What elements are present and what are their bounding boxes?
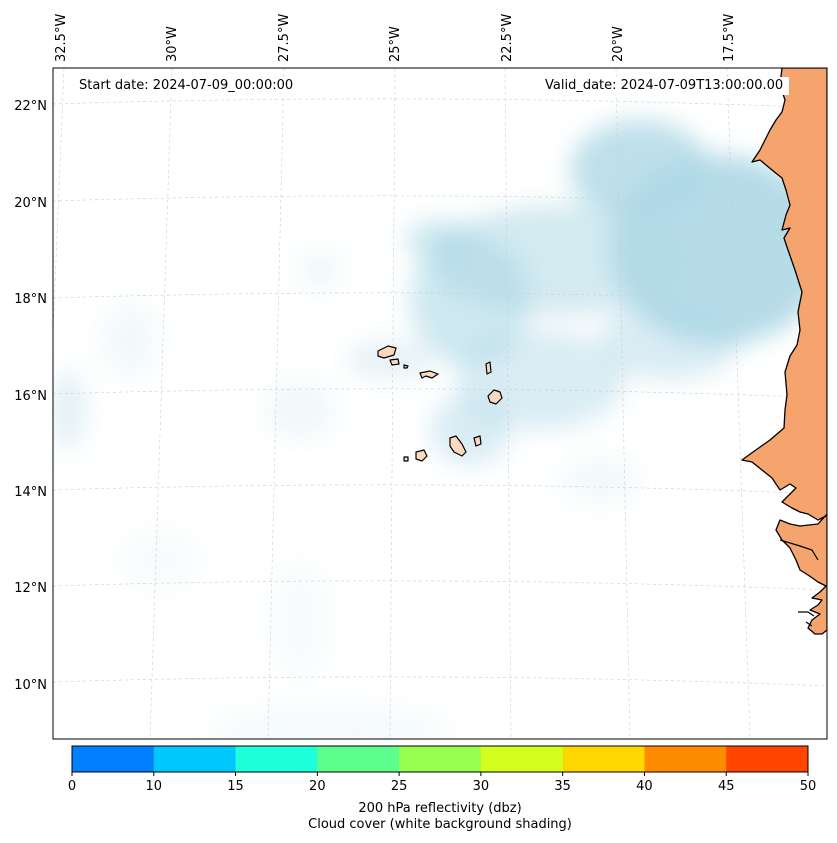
island-sal [485, 361, 492, 375]
colorbar-tick-label: 10 [146, 779, 163, 794]
colorbar-tick-label: 50 [800, 779, 817, 794]
lon-label: 20°W [611, 26, 626, 62]
colorbar-swatches [72, 746, 809, 772]
colorbar-swatch [235, 746, 318, 772]
colorbar-swatch [480, 746, 564, 772]
map-gridlines [53, 68, 827, 739]
latitude-labels: 22°N 20°N 18°N 16°N 14°N 12°N 10°N [14, 99, 47, 693]
lon-label: 22.5°W [500, 14, 515, 62]
lat-label: 20°N [14, 196, 47, 211]
colorbar-tick-label: 40 [636, 779, 653, 794]
lon-label: 32.5°W [54, 14, 69, 62]
lat-label: 14°N [14, 485, 47, 500]
map-frame [52, 67, 828, 740]
africa-landmass [741, 68, 827, 635]
colorbar-swatch [72, 746, 155, 772]
colorbar-swatch [317, 746, 400, 772]
lat-label: 18°N [14, 292, 47, 307]
colorbar-tick-label: 20 [309, 779, 326, 794]
colorbar-tick-label: 35 [554, 779, 571, 794]
lon-label: 17.5°W [722, 14, 737, 62]
island-brava [403, 456, 409, 462]
colorbar-tick-label: 45 [718, 779, 735, 794]
island-boa-vista [487, 389, 503, 405]
island-maio [473, 435, 482, 447]
cloud-cover-shading [53, 120, 827, 739]
longitude-labels: 32.5°W 30°W 27.5°W 25°W 22.5°W 20°W 17.5… [54, 14, 737, 62]
island-santiago [449, 435, 467, 457]
cape-verde-islands [377, 345, 503, 462]
lat-label: 16°N [14, 389, 47, 404]
colorbar-frame [71, 745, 809, 773]
lon-label: 30°W [165, 26, 180, 62]
colorbar-tick-label: 0 [68, 779, 76, 794]
colorbar-tick-label: 15 [227, 779, 244, 794]
island-santa-luzia [403, 364, 409, 369]
lon-label: 27.5°W [277, 14, 292, 62]
island-sao-nicolau [419, 370, 439, 379]
lat-label: 12°N [14, 581, 47, 596]
colorbar-ticks: 0 10 15 20 25 30 35 40 45 50 [68, 772, 816, 794]
coastline-details [779, 539, 819, 627]
lat-label: 10°N [14, 678, 47, 693]
colorbar-swatch [153, 746, 237, 772]
island-santo-antao [377, 345, 397, 359]
start-date-label: Start date: 2024-07-09_00:00:00 [73, 77, 300, 95]
island-fogo [415, 449, 428, 462]
colorbar-title: 200 hPa reflectivity (dbz) [358, 801, 522, 816]
colorbar-swatch [399, 746, 482, 772]
lat-label: 22°N [14, 99, 47, 114]
colorbar-subtitle: Cloud cover (white background shading) [308, 817, 572, 832]
colorbar-swatch [562, 746, 645, 772]
colorbar: 0 10 15 20 25 30 35 40 45 50 [68, 745, 816, 794]
colorbar-swatch [644, 746, 727, 772]
island-sao-vicente [389, 358, 400, 366]
colorbar-tick-label: 25 [391, 779, 408, 794]
colorbar-tick-label: 30 [473, 779, 490, 794]
valid-date-label: Valid_date: 2024-07-09T13:00:00.00 [539, 77, 790, 95]
lon-label: 25°W [388, 26, 403, 62]
colorbar-swatch [726, 746, 809, 772]
